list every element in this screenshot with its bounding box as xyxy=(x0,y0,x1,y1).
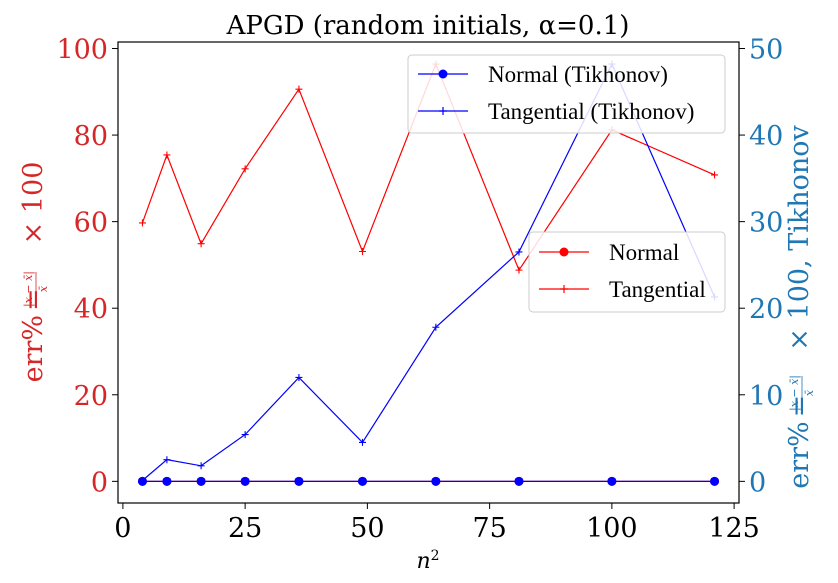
data-point xyxy=(138,476,146,484)
legend-label: Tangential (Tikhonov) xyxy=(488,99,694,124)
data-point xyxy=(241,431,249,439)
svg-text:err%=× 100, Tikhonov: err%=× 100, Tikhonov xyxy=(784,124,815,488)
y-left-tick-label: 80 xyxy=(74,121,108,152)
y-left-tick-label: 40 xyxy=(74,294,108,325)
x-tick-label: 125 xyxy=(708,513,760,544)
y-right-tick-label: 10 xyxy=(749,381,783,412)
plus-marker-icon xyxy=(439,107,447,115)
data-point xyxy=(163,151,171,159)
plus-marker-icon xyxy=(560,285,568,293)
plot-area xyxy=(117,41,740,504)
series-line xyxy=(141,62,715,272)
data-point xyxy=(138,219,146,227)
y-right-tick-label: 20 xyxy=(749,294,783,325)
svg-text:x̄: x̄ xyxy=(803,389,816,396)
data-point xyxy=(431,476,441,486)
data-point xyxy=(295,373,303,381)
y-axis-right: 0 10 20 30 40 50 xyxy=(739,34,783,498)
x-tick-label: 50 xyxy=(350,513,384,544)
data-point xyxy=(358,438,366,446)
legend-label: Tangential xyxy=(609,277,706,302)
series-line xyxy=(142,62,716,481)
x-tick-label: 25 xyxy=(228,513,262,544)
legend-label: Normal xyxy=(609,240,679,265)
y-axis-left: 0 20 40 60 80 100 xyxy=(56,34,118,498)
data-point xyxy=(515,248,523,256)
legend-frame xyxy=(407,54,726,134)
x-tick-label: 0 xyxy=(114,513,131,544)
data-point xyxy=(607,476,617,486)
data-point xyxy=(710,476,720,486)
series-normal-tikhonov xyxy=(137,476,720,486)
y-right-tick-label: 30 xyxy=(749,208,783,239)
svg-text:|x − x̄|: |x − x̄| xyxy=(22,271,36,307)
data-point xyxy=(357,476,367,486)
svg-text:|x − x̄|: |x − x̄| xyxy=(788,375,802,411)
y-left-tick-label: 100 xyxy=(56,34,108,65)
x-axis: 0 25 50 75 100 125 xyxy=(114,503,760,544)
data-point xyxy=(711,171,719,179)
chart-title: APGD (random initials, α=0.1) xyxy=(226,11,630,41)
data-point xyxy=(162,476,172,486)
data-point xyxy=(294,476,304,486)
y-right-tick-label: 50 xyxy=(749,34,783,65)
y-right-tick-label: 0 xyxy=(749,467,766,498)
data-point xyxy=(358,248,366,256)
data-point xyxy=(240,476,250,486)
data-point xyxy=(295,85,303,93)
y-axis-right-label: err%=× 100, Tikhonov |x − x̄| x̄ xyxy=(784,124,816,488)
legend-main: Normal Tangential xyxy=(528,231,726,313)
data-point xyxy=(197,240,205,248)
data-point xyxy=(163,456,171,464)
y-axis-left-label: err%=× 100 |x − x̄| x̄ xyxy=(18,162,50,383)
series-layer xyxy=(137,60,720,486)
data-point xyxy=(197,462,205,470)
data-point xyxy=(432,323,440,331)
circle-marker-icon xyxy=(559,247,569,257)
svg-text:x̄: x̄ xyxy=(37,285,50,292)
x-tick-label: 75 xyxy=(472,513,506,544)
y-right-tick-label: 40 xyxy=(749,121,783,152)
data-point xyxy=(514,476,524,486)
y-left-tick-label: 60 xyxy=(74,208,108,239)
data-point xyxy=(196,476,206,486)
legend-label: Normal (Tikhonov) xyxy=(488,62,668,87)
plot-frame xyxy=(117,41,740,504)
y-left-tick-label: 0 xyxy=(91,467,108,498)
legend-tikhonov: Normal (Tikhonov) Tangential (Tikhonov) xyxy=(407,54,726,134)
data-point xyxy=(515,266,523,274)
y-left-tick-label: 20 xyxy=(74,381,108,412)
x-tick-label: 100 xyxy=(586,513,638,544)
data-point xyxy=(241,165,249,173)
circle-marker-icon xyxy=(438,69,448,79)
x-axis-label: n2 xyxy=(416,548,439,574)
